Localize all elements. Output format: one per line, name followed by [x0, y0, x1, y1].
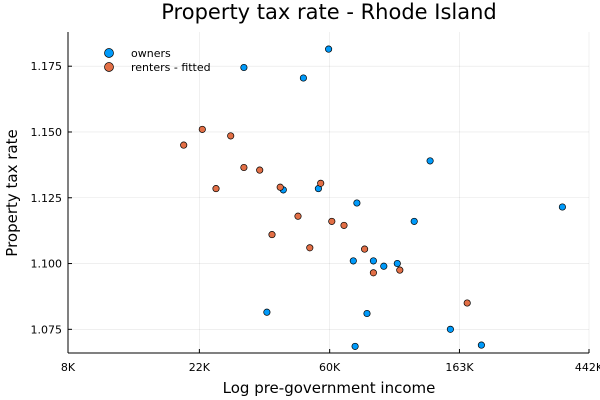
x-axis-label: Log pre-government income	[223, 379, 436, 397]
y-tick-label: 1.100	[31, 258, 63, 271]
x-ticks: 8K 22K 60K 163K 442K	[61, 349, 600, 374]
x-tick-label: 60K	[319, 361, 341, 374]
owners-point	[325, 45, 333, 53]
x-tick-label: 22K	[189, 361, 211, 374]
owners-point	[410, 217, 418, 225]
legend-marker	[104, 48, 114, 58]
grid	[67, 32, 590, 353]
legend-label: owners	[131, 47, 171, 60]
axes	[67, 32, 589, 354]
renters-fitted-point	[396, 266, 404, 274]
owners-point	[477, 341, 485, 349]
renters-fitted-point	[180, 141, 188, 149]
owners-point	[446, 325, 454, 333]
legend-marker	[104, 62, 114, 72]
renters-fitted-point	[463, 299, 471, 307]
owners-point	[363, 309, 371, 318]
renters-fitted-point	[306, 244, 314, 252]
owners-point	[353, 199, 361, 207]
renters-fitted-point	[276, 183, 284, 191]
x-tick-label: 442K	[575, 361, 600, 374]
owners-point	[299, 74, 307, 82]
owners-point	[349, 257, 357, 265]
renters-fitted-point	[198, 125, 206, 133]
x-tick-label: 163K	[445, 361, 474, 374]
owners-point	[351, 342, 359, 350]
chart-title: Property tax rate - Rhode Island	[161, 0, 496, 24]
y-tick-label: 1.075	[31, 323, 63, 336]
renters-fitted-point	[256, 166, 264, 174]
owners-point	[369, 257, 377, 265]
renters-fitted-point	[212, 185, 220, 193]
owners-point	[380, 262, 388, 270]
y-tick-label: 1.125	[31, 192, 63, 205]
owners-point	[240, 63, 248, 72]
data-points	[180, 45, 566, 350]
renters-fitted-point	[268, 231, 276, 239]
y-axis-label: Property tax rate	[3, 129, 21, 256]
y-tick-label: 1.150	[31, 126, 63, 139]
owners-point	[558, 203, 566, 211]
owners-point	[263, 308, 271, 316]
renters-fitted-point	[227, 132, 235, 140]
renters-fitted-point	[361, 245, 369, 253]
renters-fitted-point	[340, 221, 348, 229]
renters-fitted-point	[240, 163, 248, 172]
y-tick-label: 1.175	[31, 60, 63, 73]
renters-fitted-point	[328, 217, 336, 225]
owners-point	[426, 157, 434, 165]
renters-fitted-point	[369, 269, 377, 277]
x-tick-label: 8K	[61, 361, 76, 374]
renters-fitted-point	[294, 212, 302, 220]
renters-fitted-point	[317, 179, 325, 187]
owners-point	[393, 259, 401, 268]
y-ticks: 1.075 1.100 1.125 1.150 1.175	[31, 60, 72, 336]
legend-label: renters - fitted	[131, 61, 211, 74]
